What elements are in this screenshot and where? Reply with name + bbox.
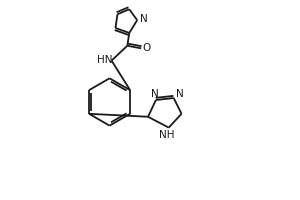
Text: NH: NH	[159, 130, 175, 140]
Text: HN: HN	[98, 55, 113, 65]
Text: O: O	[142, 43, 150, 53]
Text: N: N	[176, 89, 184, 99]
Text: N: N	[140, 14, 147, 24]
Text: N: N	[151, 89, 159, 99]
